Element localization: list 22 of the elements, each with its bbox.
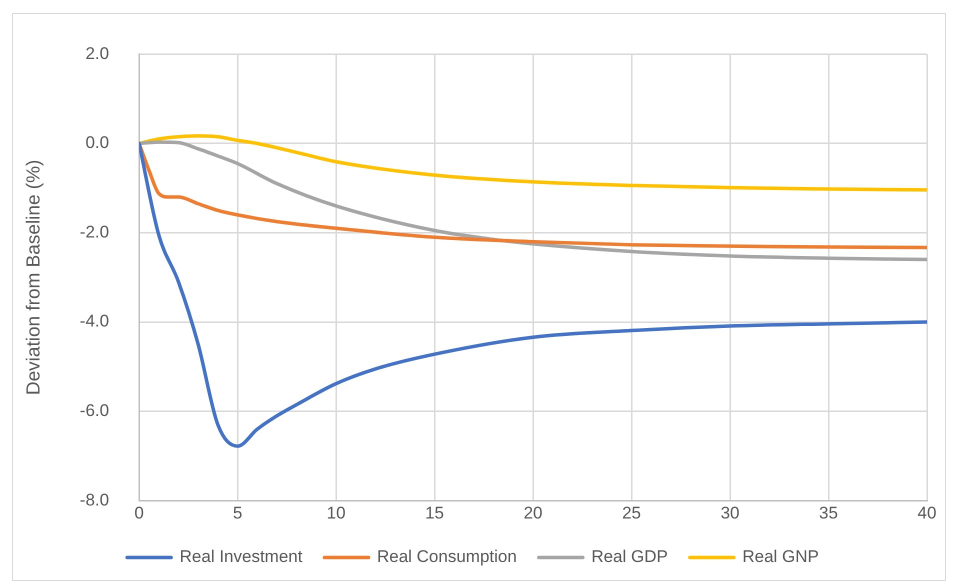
x-tick-label: 25	[622, 503, 641, 522]
x-tick-label: 40	[918, 503, 936, 522]
y-tick-label: -6.0	[80, 401, 110, 420]
legend-label: Real GDP	[591, 547, 668, 566]
y-tick-label: 2.0	[85, 44, 110, 63]
y-axis-title: Deviation from Baseline (%)	[24, 160, 45, 396]
x-tick-label: 5	[232, 503, 242, 522]
x-tick-label: 20	[524, 503, 543, 522]
line-series	[139, 142, 927, 448]
legend-label: Real GNP	[742, 547, 819, 566]
y-tick-label: -8.0	[80, 490, 110, 510]
x-tick-label: 15	[425, 503, 444, 522]
y-tick-label: -2.0	[80, 222, 110, 242]
x-tick-label: 10	[326, 503, 346, 522]
y-tick-label: 0.0	[85, 133, 110, 152]
x-tick-label: 0	[134, 503, 144, 522]
y-tick-label: -4.0	[80, 312, 110, 331]
x-tick-label: 35	[819, 503, 838, 522]
legend-label: Real Investment	[180, 547, 303, 566]
x-tick-label: 30	[720, 503, 740, 522]
line-series	[139, 134, 927, 192]
legend-label: Real Consumption	[376, 547, 517, 566]
